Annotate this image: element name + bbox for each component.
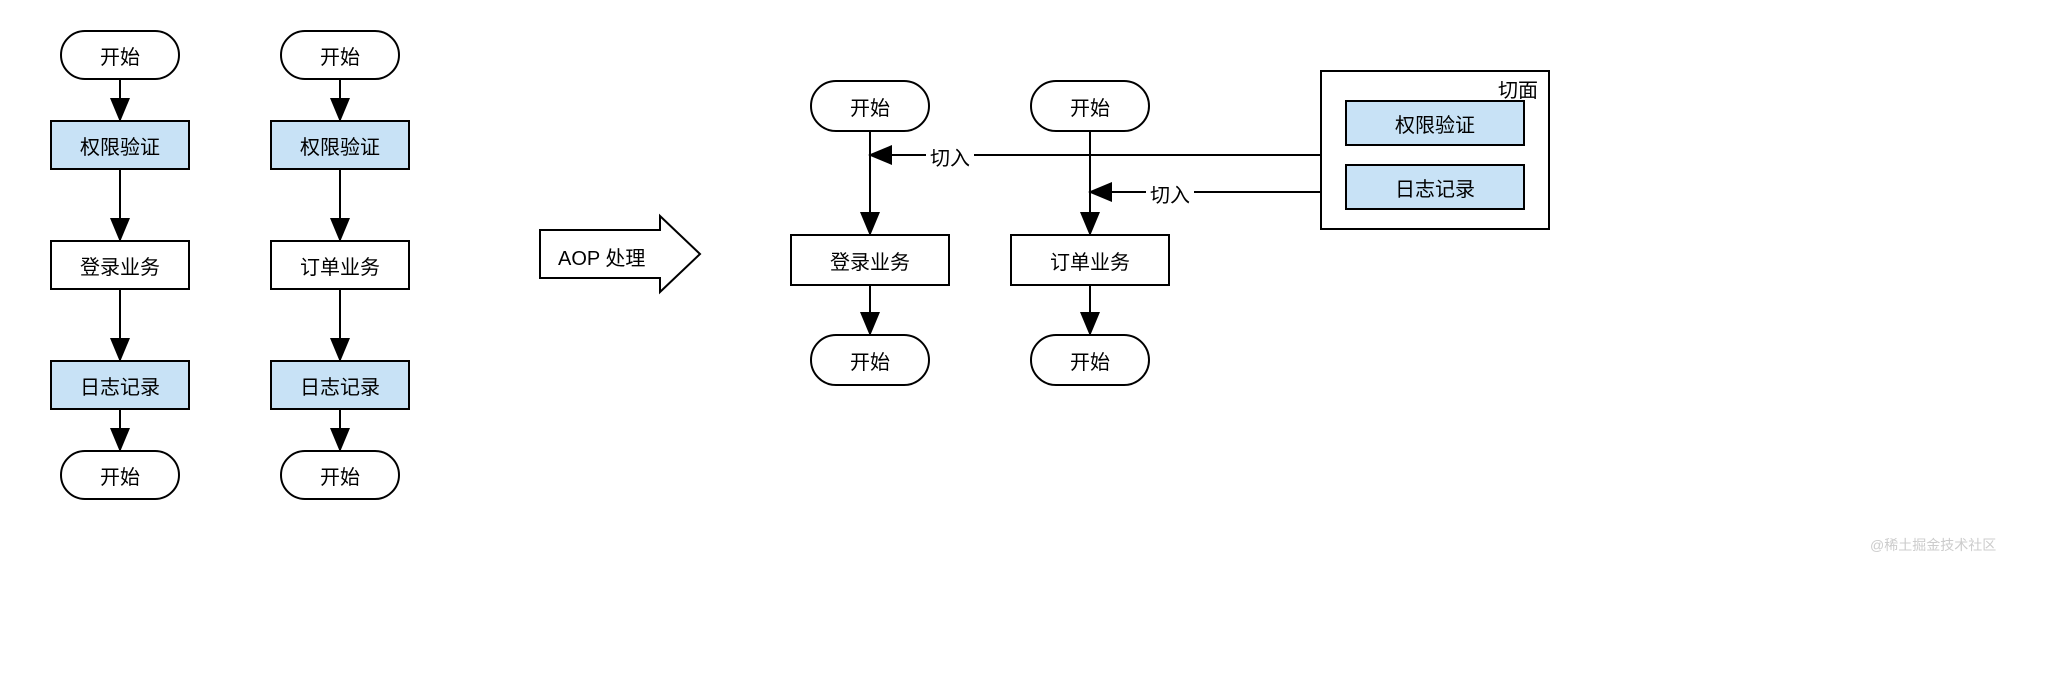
aspect-log-node: 日志记录 bbox=[1345, 164, 1525, 210]
aspect-auth-node: 权限验证 bbox=[1345, 100, 1525, 146]
aop-arrow-label: AOP 处理 bbox=[558, 242, 645, 271]
log-node: 日志记录 bbox=[50, 360, 190, 410]
cut-label: 切入 bbox=[926, 142, 974, 171]
edges-layer bbox=[0, 0, 2054, 700]
watermark-text: @稀土掘金技术社区 bbox=[1870, 535, 1996, 555]
login-biz-node: 登录业务 bbox=[790, 234, 950, 286]
end-node: 开始 bbox=[1030, 334, 1150, 386]
order-biz-node: 订单业务 bbox=[1010, 234, 1170, 286]
aspect-title: 切面 bbox=[1498, 74, 1538, 103]
login-biz-node: 登录业务 bbox=[50, 240, 190, 290]
end-node: 开始 bbox=[810, 334, 930, 386]
start-node: 开始 bbox=[810, 80, 930, 132]
order-biz-node: 订单业务 bbox=[270, 240, 410, 290]
auth-node: 权限验证 bbox=[50, 120, 190, 170]
start-node: 开始 bbox=[1030, 80, 1150, 132]
end-node: 开始 bbox=[60, 450, 180, 500]
end-node: 开始 bbox=[280, 450, 400, 500]
start-node: 开始 bbox=[60, 30, 180, 80]
cut-label: 切入 bbox=[1146, 179, 1194, 208]
start-node: 开始 bbox=[280, 30, 400, 80]
diagram-canvas: 开始 权限验证 登录业务 日志记录 开始 开始 权限验证 订单业务 日志记录 开… bbox=[0, 0, 2054, 700]
log-node: 日志记录 bbox=[270, 360, 410, 410]
auth-node: 权限验证 bbox=[270, 120, 410, 170]
